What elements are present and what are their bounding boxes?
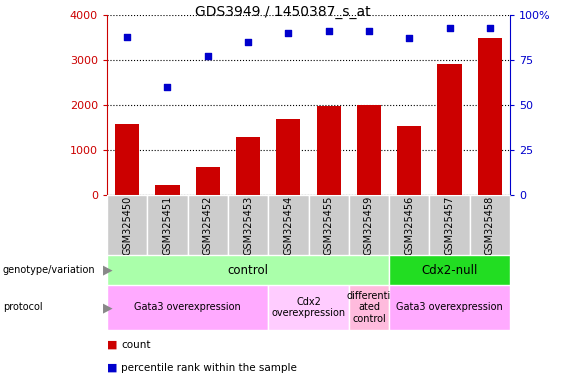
Bar <box>349 285 389 330</box>
Bar <box>389 195 429 255</box>
Text: GSM325459: GSM325459 <box>364 195 374 255</box>
Point <box>203 53 212 60</box>
Bar <box>188 195 228 255</box>
Bar <box>268 285 349 330</box>
Text: ▶: ▶ <box>102 301 112 314</box>
Text: GSM325457: GSM325457 <box>445 195 455 255</box>
Bar <box>228 195 268 255</box>
Bar <box>195 167 220 195</box>
Text: GDS3949 / 1450387_s_at: GDS3949 / 1450387_s_at <box>195 5 370 19</box>
Point <box>284 30 293 36</box>
Text: GSM325451: GSM325451 <box>163 195 172 255</box>
Text: genotype/variation: genotype/variation <box>3 265 95 275</box>
Text: differenti
ated
control: differenti ated control <box>347 291 391 324</box>
Text: GSM325458: GSM325458 <box>485 195 495 255</box>
Text: GSM325456: GSM325456 <box>404 195 414 255</box>
Bar <box>308 195 349 255</box>
Bar <box>236 136 260 195</box>
Point <box>244 39 253 45</box>
Point <box>123 33 132 40</box>
Text: percentile rank within the sample: percentile rank within the sample <box>121 363 297 373</box>
Bar <box>357 105 381 195</box>
Bar <box>429 195 470 255</box>
Text: Gata3 overexpression: Gata3 overexpression <box>134 303 241 313</box>
Text: Cdx2
overexpression: Cdx2 overexpression <box>271 297 346 318</box>
Point <box>163 84 172 90</box>
Text: GSM325454: GSM325454 <box>284 195 293 255</box>
Point <box>324 28 333 34</box>
Bar <box>107 195 147 255</box>
Text: GSM325453: GSM325453 <box>243 195 253 255</box>
Text: GSM325455: GSM325455 <box>324 195 334 255</box>
Bar <box>276 119 301 195</box>
Bar <box>268 195 308 255</box>
Bar <box>107 255 389 285</box>
Text: ■: ■ <box>107 340 121 350</box>
Point <box>405 35 414 41</box>
Text: Gata3 overexpression: Gata3 overexpression <box>396 303 503 313</box>
Bar <box>397 126 421 195</box>
Bar <box>147 195 188 255</box>
Text: GSM325450: GSM325450 <box>122 195 132 255</box>
Text: ■: ■ <box>107 363 121 373</box>
Bar <box>437 64 462 195</box>
Bar <box>389 255 510 285</box>
Point <box>364 28 373 34</box>
Text: count: count <box>121 340 151 350</box>
Bar <box>470 195 510 255</box>
Text: ▶: ▶ <box>102 263 112 276</box>
Bar <box>478 38 502 195</box>
Point <box>485 25 494 31</box>
Bar <box>389 285 510 330</box>
Bar <box>316 106 341 195</box>
Bar <box>349 195 389 255</box>
Point <box>445 25 454 31</box>
Text: protocol: protocol <box>3 303 42 313</box>
Text: control: control <box>228 263 268 276</box>
Text: GSM325452: GSM325452 <box>203 195 213 255</box>
Bar <box>115 124 139 195</box>
Text: Cdx2-null: Cdx2-null <box>421 263 478 276</box>
Bar <box>155 185 180 195</box>
Bar <box>107 285 268 330</box>
